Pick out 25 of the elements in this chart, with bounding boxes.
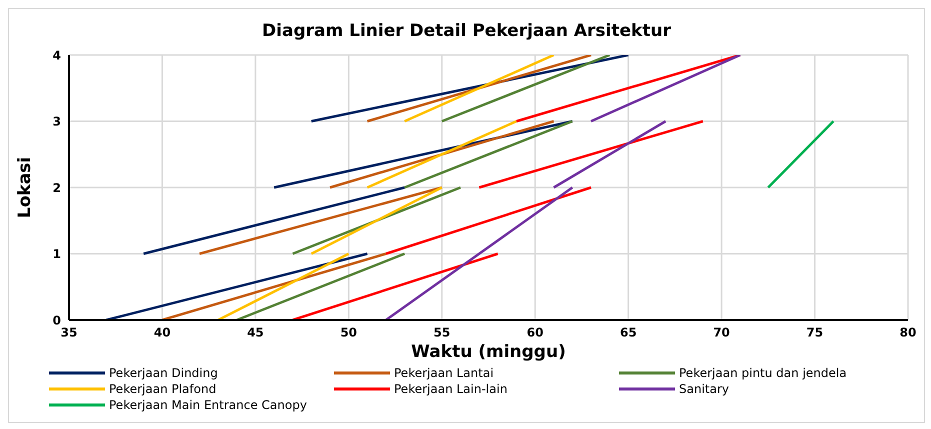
y-axis-title: Lokasi bbox=[15, 156, 36, 218]
x-axis-title: Waktu (minggu) bbox=[411, 342, 566, 362]
legend-label: Pekerjaan Lain-lain bbox=[394, 382, 508, 396]
x-tick-label: 70 bbox=[713, 326, 730, 340]
x-tick-label: 40 bbox=[154, 326, 171, 340]
legend-label: Pekerjaan Main Entrance Canopy bbox=[109, 398, 307, 412]
chart-title: Diagram Linier Detail Pekerjaan Arsitektur bbox=[261, 21, 672, 43]
x-tick-label: 35 bbox=[60, 326, 78, 340]
x-tick-label: 75 bbox=[806, 326, 824, 340]
legend-label: Pekerjaan Plafond bbox=[109, 382, 216, 396]
legend-label: Pekerjaan Lantai bbox=[394, 366, 494, 380]
y-tick-label: 4 bbox=[52, 48, 61, 62]
x-tick-label: 60 bbox=[526, 326, 544, 340]
legend-label: Pekerjaan pintu dan jendela bbox=[679, 366, 847, 380]
legend-label: Sanitary bbox=[679, 382, 730, 396]
x-tick-label: 50 bbox=[340, 326, 358, 340]
x-tick-label: 65 bbox=[620, 326, 637, 340]
x-tick-label: 55 bbox=[434, 326, 450, 340]
y-tick-label: 1 bbox=[52, 247, 61, 262]
x-tick-label: 45 bbox=[247, 326, 264, 340]
y-tick-label: 3 bbox=[52, 114, 61, 129]
legend-label: Pekerjaan Dinding bbox=[109, 366, 218, 380]
y-tick-label: 2 bbox=[52, 180, 61, 195]
x-tick-label: 80 bbox=[900, 326, 916, 340]
y-tick-label: 0 bbox=[52, 313, 61, 328]
